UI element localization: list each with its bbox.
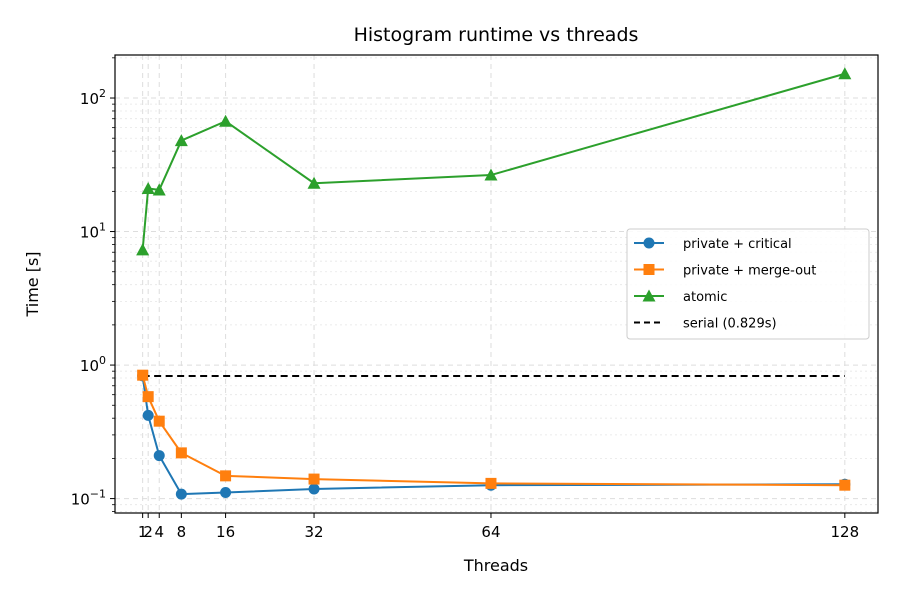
data-point — [153, 450, 165, 462]
series-line — [141, 72, 846, 250]
data-point — [142, 409, 154, 421]
y-tick-label: 100 — [80, 354, 106, 375]
legend-marker — [643, 237, 655, 249]
chart-title: Histogram runtime vs threads — [354, 24, 639, 46]
y-tick-label: 102 — [80, 87, 106, 108]
x-tick-label: 2 — [143, 523, 153, 541]
x-tick-label: 128 — [831, 523, 860, 541]
series-line — [141, 374, 845, 487]
data-point — [838, 67, 852, 80]
y-tick-label: 101 — [80, 221, 106, 242]
data-point — [136, 243, 150, 256]
plot-frame — [114, 54, 879, 514]
legend-label: serial (0.829s) — [683, 317, 777, 332]
legend-marker — [643, 264, 655, 275]
x-axis-title: Threads — [463, 556, 528, 575]
x-tick-label: 16 — [216, 523, 235, 541]
legend: private + critical private + merge-out ato… — [626, 228, 870, 340]
data-point — [219, 114, 233, 127]
legend-label: private + critical — [683, 237, 792, 252]
data-point — [485, 477, 497, 489]
legend-label: private + merge-out — [683, 264, 816, 279]
x-tick-label: 64 — [481, 523, 500, 541]
legend-entry: private + merge-out — [634, 264, 816, 279]
data-point — [152, 183, 166, 196]
x-tick-label: 32 — [304, 523, 323, 541]
data-point — [141, 182, 155, 195]
x-tick-label: 4 — [154, 523, 164, 541]
series-3 — [136, 67, 852, 256]
series-2 — [137, 369, 851, 491]
x-tick-label: 8 — [177, 523, 187, 541]
x-tick-label: 1 — [138, 523, 148, 541]
data-point — [175, 447, 187, 459]
y-tick-label: 10−1 — [71, 488, 106, 509]
series-layer — [136, 67, 852, 500]
legend-label: atomic — [683, 290, 727, 305]
data-point — [137, 369, 149, 381]
data-point — [142, 391, 154, 403]
data-point — [308, 483, 320, 495]
data-point — [175, 488, 187, 500]
data-point — [484, 168, 498, 181]
y-axis-title: Time [s] — [23, 251, 42, 317]
data-point — [839, 479, 851, 491]
y-axis-ticks: 10−1 100 101 102 — [71, 57, 115, 512]
legend-entry: atomic — [634, 289, 727, 305]
data-point — [153, 415, 165, 427]
x-axis-ticks: 12 4 8 16 32 64 128 — [138, 513, 859, 541]
data-point — [308, 473, 320, 485]
data-point — [307, 176, 321, 189]
legend-marker — [642, 289, 656, 302]
data-point — [174, 134, 188, 147]
legend-entry: serial (0.829s) — [634, 317, 777, 332]
data-point — [220, 487, 232, 499]
data-point — [220, 470, 232, 482]
legend-box — [626, 228, 870, 340]
series-line — [141, 375, 845, 496]
legend-entry: private + critical — [634, 237, 792, 252]
